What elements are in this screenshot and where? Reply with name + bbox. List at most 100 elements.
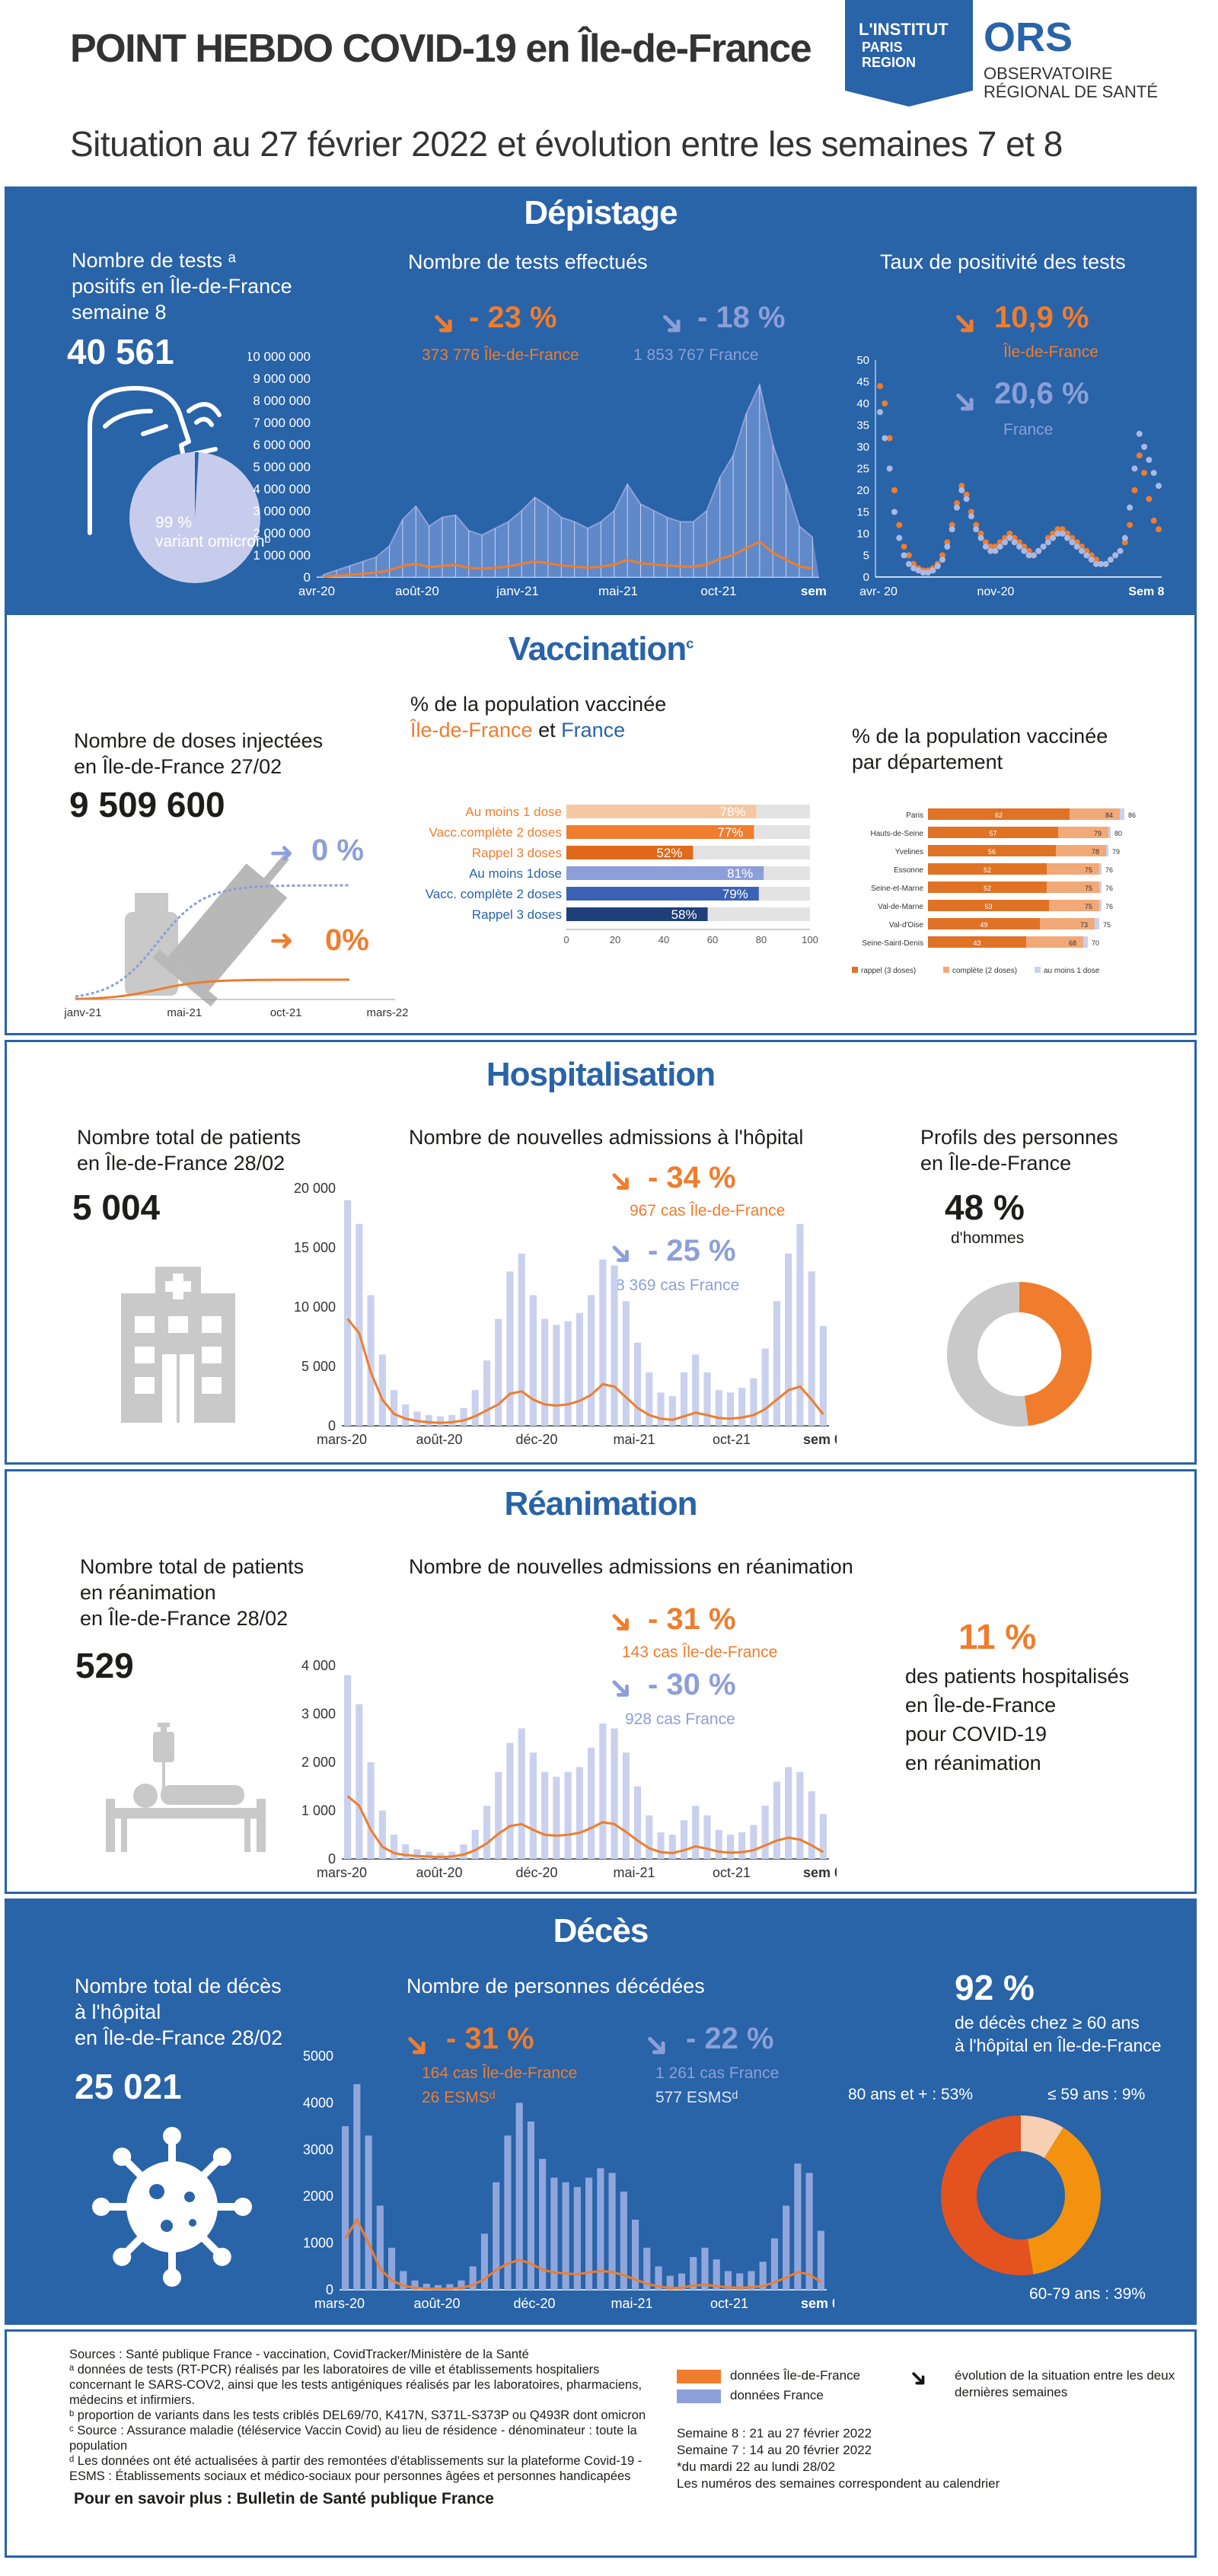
point-idf (1002, 534, 1009, 541)
rea-share-label-2: en Île-de-France (905, 1694, 1057, 1717)
bar-france (460, 1844, 467, 1859)
omicron-pie-label: variant omicronᵇ (155, 533, 271, 550)
point-france (877, 409, 883, 416)
point-idf (977, 531, 984, 537)
point-idf (901, 544, 907, 550)
x-tick-label: 40 (658, 934, 669, 945)
point-france (1025, 552, 1032, 559)
dept-value-label: 78 (1092, 848, 1099, 856)
point-france (1069, 539, 1076, 546)
bar-france (620, 2192, 627, 2290)
x-tick-label: 60 (707, 934, 718, 945)
source-line: concernant le SARS-COV2, ainsi que les t… (69, 2378, 642, 2392)
point-france (886, 465, 893, 472)
point-idf (992, 544, 999, 550)
point-france (992, 547, 999, 554)
point-idf (1021, 544, 1028, 550)
rea-share-label-3: pour COVID-19 (905, 1723, 1047, 1745)
rea-idf-change: - 31 % (648, 1602, 736, 1636)
bar-france (344, 1200, 352, 1426)
dept-value-label: 73 (1080, 921, 1088, 929)
point-france (1092, 560, 1099, 567)
point-france (1088, 556, 1095, 563)
x-tick-label: déc-20 (515, 1432, 557, 1447)
point-idf (1050, 531, 1057, 537)
dept-bar (928, 882, 1047, 893)
y-tick-label: 5 000 000 (253, 460, 311, 474)
deaths-fr-esms: 577 ESMSᵈ (655, 2089, 738, 2106)
bar-france (726, 1835, 735, 1859)
bar-value-label: 52% (656, 846, 682, 860)
more-info-link[interactable]: Pour en savoir plus : Bulletin de Santé … (74, 2490, 494, 2507)
dept-bar (928, 863, 1047, 875)
dept-value-label: 75 (1085, 866, 1092, 874)
bar-france (471, 1829, 479, 1859)
point-idf (953, 500, 960, 507)
legend-fr-swatch (677, 2389, 721, 2403)
hosp-kpi-label-2: en Île-de-France 28/02 (77, 1152, 285, 1175)
point-idf (1141, 470, 1148, 477)
point-idf (1006, 531, 1013, 537)
dept-value-label: 70 (1092, 939, 1099, 947)
x-tick-label: sem 8 (801, 584, 827, 598)
dept-bar (928, 845, 1056, 856)
point-idf (1069, 534, 1076, 541)
y-tick-label: 2 000 000 (253, 526, 311, 540)
hosp-kpi-label-1: Nombre total de patients (77, 1126, 301, 1149)
bar-france (529, 1295, 537, 1426)
bar-category-label: Vacc.complète 2 doses (429, 825, 563, 840)
ors-logo-sub-2: RÉGIONAL DE SANTÉ (984, 82, 1159, 101)
point-idf (896, 521, 903, 528)
bar-category-label: Rappel 3 doses (472, 907, 562, 922)
x-tick-label: avr-20 (298, 584, 335, 598)
men-share-label: d'hommes (951, 1229, 1025, 1247)
bar-france (622, 1301, 630, 1426)
x-tick-label: mai-21 (611, 2296, 652, 2311)
hosp-kpi-value: 5 004 (72, 1188, 161, 1227)
x-tick-label: août-20 (416, 1432, 462, 1447)
dept-value-label: 75 (1085, 885, 1092, 892)
point-idf (891, 487, 898, 493)
x-tick-label: août-20 (413, 2296, 460, 2311)
dept-legend-label: rappel (3 doses) (861, 967, 916, 975)
point-idf (1016, 539, 1022, 546)
bar-france (783, 2205, 790, 2290)
y-tick-label: 1 000 000 (253, 548, 311, 563)
dept-bar (928, 808, 1070, 820)
y-tick-label: 0 (328, 1418, 336, 1433)
bar-france (550, 2177, 558, 2290)
bar-france (761, 1806, 769, 1859)
week-note-1: Semaine 8 : 21 au 27 février 2022 (677, 2426, 872, 2441)
bar-france (448, 1414, 456, 1426)
bar-france (646, 1372, 653, 1426)
panel-vaccination: Vaccinationc Nombre de doses injectées e… (5, 613, 1197, 1035)
institut-logo: L'INSTITUT PARIS REGION (845, 0, 973, 107)
y-tick-label: 15 (856, 506, 869, 519)
vial-icon (125, 912, 178, 996)
bar-value-label: 58% (671, 907, 697, 922)
point-france (1073, 544, 1080, 550)
point-idf (1059, 526, 1066, 533)
bar-france (541, 1771, 549, 1859)
donut-slice-80 (941, 2115, 1034, 2275)
men-share-value: 48 % (945, 1188, 1025, 1227)
hosp-chart: 0 5 000 10 000 15 000 20 000 mars-20 août-20 dé… (294, 1181, 837, 1447)
y-tick-label: 1 000 (301, 1803, 336, 1819)
bar-france (436, 1416, 445, 1426)
rea-kpi-label-2: en réanimation (80, 1581, 216, 1604)
doses-idf-arrow-icon: ➜ (269, 925, 294, 957)
vaccination-title-sup: c (686, 636, 693, 652)
bar-france (680, 1820, 688, 1859)
omicron-pie-value: 99 % (155, 514, 192, 531)
point-idf (1156, 526, 1162, 533)
bar-france (539, 2159, 547, 2290)
deaths-fr-change: - 22 % (686, 2022, 774, 2055)
point-france (1064, 534, 1071, 541)
x-tick-label: avr- 20 (859, 585, 898, 598)
bar-france (425, 1851, 432, 1859)
bar-value (566, 825, 754, 839)
panel-hospitalisation: Hospitalisation Nombre total de patients… (5, 1040, 1197, 1465)
bar-france (611, 1265, 618, 1426)
bar-france (736, 2273, 744, 2290)
age-59-label: ≤ 59 ans : 9% (1047, 2086, 1146, 2103)
